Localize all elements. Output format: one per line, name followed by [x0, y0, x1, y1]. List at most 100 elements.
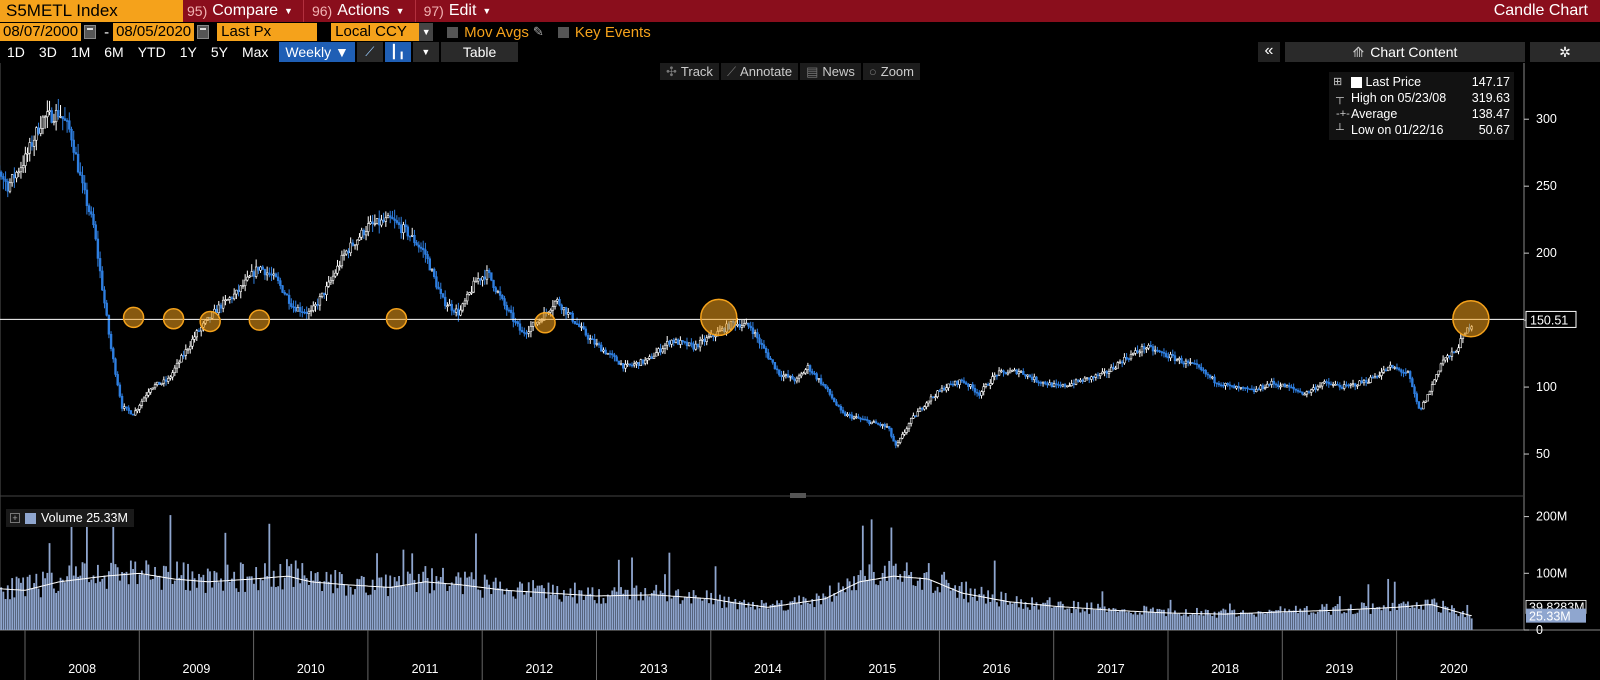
annotate-tool[interactable]: ⟋ Annotate	[720, 63, 799, 80]
volume-bar	[121, 572, 123, 630]
calendar-icon[interactable]	[84, 25, 97, 39]
period-5y[interactable]: 5Y	[210, 44, 228, 60]
candle-body	[909, 417, 913, 424]
candle-chart-icon[interactable]: ┃╻	[384, 42, 411, 62]
volume-bar	[1255, 616, 1258, 630]
line-chart-icon[interactable]: ⟋	[356, 42, 383, 62]
candle-body	[39, 128, 42, 134]
chevron-down-icon[interactable]: ▼	[419, 23, 434, 41]
candle-body	[318, 296, 322, 306]
actions-menu[interactable]: 96) Actions ▼	[312, 0, 405, 22]
volume-bar	[1380, 610, 1383, 630]
volume-bar	[1035, 602, 1038, 630]
volume-bar	[587, 587, 589, 630]
period-1y[interactable]: 1Y	[179, 44, 197, 60]
zoom-tool[interactable]: ○ Zoom	[862, 63, 920, 80]
pencil-icon[interactable]: ✎	[532, 24, 544, 39]
start-date-field[interactable]: 08/07/2000	[0, 23, 82, 41]
volume-bar	[171, 583, 174, 630]
candle-body	[1180, 358, 1183, 364]
volume-bar	[719, 594, 721, 630]
candle-body	[556, 299, 559, 302]
volume-bar	[1341, 613, 1343, 630]
mov-avgs-label[interactable]: Mov Avgs	[464, 23, 529, 41]
end-date-field[interactable]: 08/05/2020	[113, 23, 195, 41]
candle-body	[487, 270, 491, 274]
candle-body	[472, 280, 475, 293]
volume-bar	[151, 578, 154, 630]
volume-bar	[1345, 612, 1348, 630]
period-1m[interactable]: 1M	[70, 44, 91, 60]
mov-avgs-checkbox[interactable]	[447, 26, 459, 38]
panel-resize-handle	[790, 493, 806, 498]
volume-bar	[589, 593, 592, 630]
candle-body	[1408, 371, 1412, 379]
volume-bar	[464, 571, 466, 630]
volume-bar	[631, 557, 633, 630]
volume-bar	[932, 592, 935, 630]
volume-bar	[1213, 611, 1216, 630]
candle-body	[1437, 370, 1440, 375]
candle-body	[518, 323, 522, 331]
collapse-icon[interactable]: «	[1258, 42, 1280, 62]
candle-body	[327, 281, 330, 287]
volume-bar	[1459, 612, 1462, 630]
period-3d[interactable]: 3D	[38, 44, 57, 60]
candle-body	[516, 321, 519, 325]
candle-body	[468, 292, 471, 295]
key-events-label[interactable]: Key Events	[574, 23, 651, 41]
menu-label: Edit	[448, 2, 477, 19]
period-max[interactable]: Max	[241, 44, 269, 60]
volume-bar	[888, 560, 891, 630]
candle-body	[1411, 378, 1414, 388]
volume-bar	[958, 585, 961, 630]
period-ytd[interactable]: YTD	[137, 44, 166, 60]
calendar-icon[interactable]	[197, 25, 210, 39]
candle-body	[1395, 367, 1399, 369]
period-6m[interactable]: 6M	[104, 44, 124, 60]
table-button[interactable]: Table	[440, 42, 519, 62]
highlight-circle	[1452, 300, 1490, 338]
candle-body	[419, 246, 423, 249]
candle-body	[316, 304, 319, 306]
compare-menu[interactable]: 95) Compare ▼	[187, 0, 293, 22]
price-field-select[interactable]: Last Px	[217, 23, 318, 41]
candle-body	[1444, 357, 1447, 361]
volume-bar	[167, 571, 170, 630]
chart-content-button[interactable]: ⟰ Chart Content	[1285, 42, 1525, 62]
key-events-checkbox[interactable]	[557, 26, 569, 38]
news-tool[interactable]: ▤ News	[800, 63, 861, 80]
volume-bar	[31, 588, 33, 630]
period-1d[interactable]: 1D	[7, 44, 25, 60]
volume-bar	[857, 575, 860, 630]
volume-bar	[138, 574, 141, 630]
candle-body	[1299, 391, 1302, 393]
candle-body	[685, 341, 689, 347]
volume-bar	[378, 577, 381, 630]
volume-bar	[804, 598, 807, 630]
volume-bar	[389, 575, 392, 630]
candle-body	[551, 306, 555, 311]
volume-bar	[1448, 612, 1451, 630]
volume-bar	[593, 600, 596, 630]
candle-body	[679, 340, 682, 345]
edit-menu[interactable]: 97) Edit ▼	[424, 0, 492, 22]
volume-bar	[1149, 608, 1152, 630]
gear-icon[interactable]: ✲	[1530, 42, 1600, 62]
candle-body	[452, 310, 456, 313]
frequency-select[interactable]: Weekly ▼	[279, 42, 355, 62]
chart-type-label[interactable]: Candle Chart	[1493, 2, 1588, 19]
ticker-field[interactable]: S5METL Index	[0, 0, 183, 22]
candle-body	[912, 415, 915, 419]
currency-select[interactable]: Local CCY	[331, 23, 420, 41]
track-tool[interactable]: ✣ Track	[660, 63, 719, 80]
candle-body	[1457, 347, 1460, 352]
volume-label: Volume	[41, 511, 83, 525]
volume-bar	[475, 533, 477, 630]
chevron-down-icon[interactable]: ▼	[412, 42, 439, 62]
plus-box-icon[interactable]: +	[10, 513, 20, 523]
plus-box-icon[interactable]: ⊞	[1333, 76, 1343, 88]
candle-body	[448, 303, 451, 307]
candle-body	[1184, 360, 1188, 364]
